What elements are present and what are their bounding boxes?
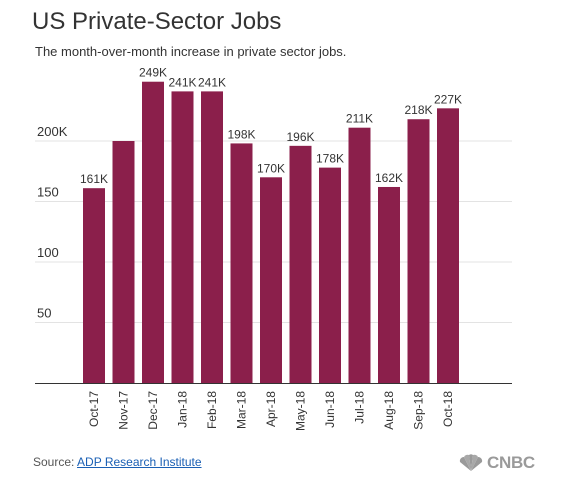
bar [378, 186, 400, 383]
source-link[interactable]: ADP Research Institute [77, 455, 202, 469]
source-note: Source: ADP Research Institute [33, 455, 202, 469]
data-label: 218K [404, 103, 432, 117]
x-tick-label: Sep-18 [412, 391, 426, 430]
x-tick-label: Oct-17 [87, 391, 101, 427]
data-label: 241K [168, 75, 196, 89]
bar [437, 108, 459, 383]
data-label: 196K [286, 130, 314, 144]
bar [319, 167, 341, 383]
data-label: 170K [257, 161, 285, 175]
x-tick-label: Jun-18 [323, 391, 337, 428]
data-label: 249K [139, 66, 167, 80]
data-label: 198K [227, 127, 255, 141]
data-label: 161K [80, 172, 108, 186]
peacock-icon [459, 454, 483, 471]
x-tick-label: Jul-18 [353, 391, 367, 424]
bar [112, 141, 135, 383]
y-tick-label: 200K [37, 124, 68, 139]
x-tick-label: Apr-18 [264, 391, 278, 427]
x-tick-label: Dec-17 [146, 391, 160, 430]
y-tick-label: 100 [37, 245, 59, 260]
chart-title: US Private-Sector Jobs [32, 8, 282, 35]
data-label: 178K [316, 152, 344, 166]
x-tick-label: Aug-18 [382, 391, 396, 430]
x-tick-label: May-18 [294, 391, 308, 431]
x-tick-label: Jan-18 [176, 391, 190, 428]
x-tick-label: Nov-17 [117, 391, 131, 430]
logo-text: CNBC [487, 453, 535, 472]
bars [83, 81, 459, 384]
x-tick-label: Feb-18 [205, 391, 219, 429]
bar [407, 119, 430, 383]
bar [201, 91, 223, 383]
data-label: 162K [375, 171, 403, 185]
x-tick-label: Mar-18 [235, 391, 249, 429]
data-label: 227K [434, 92, 462, 106]
chart-subtitle: The month-over-month increase in private… [35, 44, 347, 59]
bar [171, 91, 194, 383]
bar [260, 177, 282, 383]
x-tick-labels: Oct-17 Nov-17 Dec-17 Jan-18 Feb-18 Mar-18 Apr-… [87, 391, 455, 431]
bar [230, 143, 253, 383]
data-label: 211K [346, 112, 373, 126]
bar [289, 145, 312, 383]
bar [83, 188, 105, 383]
data-label: 241K [198, 75, 226, 89]
bar [348, 127, 371, 383]
y-tick-labels: 50 100 150 200K [37, 124, 68, 321]
y-tick-label: 50 [37, 306, 51, 321]
cnbc-logo: CNBC [458, 452, 535, 474]
x-tick-label: Oct-18 [441, 391, 455, 427]
bar [142, 81, 164, 384]
source-label: Source: [33, 455, 75, 469]
y-tick-label: 150 [37, 185, 59, 200]
